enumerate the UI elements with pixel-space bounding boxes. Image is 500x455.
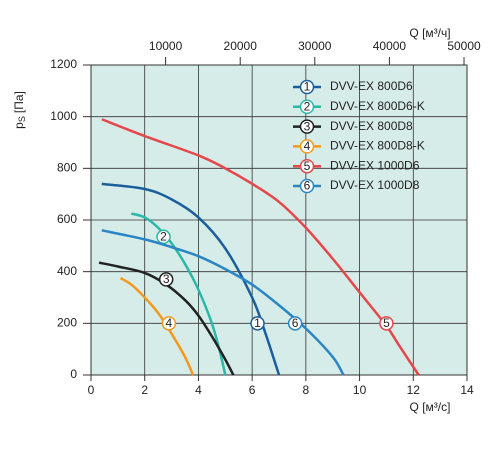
- y-axis-label: pS [Па]: [12, 91, 27, 129]
- x2-tick-label: 40000: [373, 39, 407, 53]
- x2-tick-label: 10000: [149, 39, 183, 53]
- curve-badge: [158, 272, 174, 287]
- x2-tick-label: 50000: [447, 39, 481, 53]
- line-series: [101, 182, 281, 376]
- y-tick-label: 1200: [50, 57, 77, 71]
- x-tick-label: 0: [88, 383, 95, 397]
- x-tick-label: 2: [141, 383, 148, 397]
- legend-label: DVV-EX 800D6: [330, 79, 413, 93]
- curve-badge-label: 3: [163, 272, 170, 286]
- curve-badge: [299, 79, 315, 95]
- curve-badge: [379, 316, 394, 331]
- curve-badge: [299, 139, 315, 154]
- curve-badge: [161, 316, 177, 331]
- line-series: [119, 277, 195, 376]
- legend-label: DVV-EX 1000D8: [330, 178, 420, 192]
- curve-badge-label: 4: [166, 316, 173, 330]
- y-tick-label: 0: [70, 367, 77, 381]
- legend-label: DVV-EX 1000D6: [330, 158, 420, 172]
- curve-badge-label: 5: [383, 316, 390, 330]
- curve-badge-label: 4: [304, 139, 311, 153]
- curve-badge-label: 2: [304, 99, 311, 113]
- curve-badge-label: 3: [304, 119, 311, 133]
- x-tick-label: 10: [353, 383, 367, 397]
- x-tick-label: 8: [303, 383, 310, 397]
- x2-tick-label: 20000: [224, 39, 258, 53]
- curve-badge: [299, 99, 315, 115]
- curve-badge: [299, 178, 315, 194]
- y-label-unit: [Па]: [12, 91, 26, 113]
- y-tick-label: 800: [57, 161, 77, 175]
- x2-axis-label: Q [м³/ч]: [409, 26, 450, 40]
- y-tick-label: 200: [57, 316, 77, 330]
- x-axis-label: Q [м³/с]: [410, 400, 451, 414]
- plot-layer: [90, 64, 468, 376]
- y-label-symbol: p: [12, 122, 26, 129]
- y-tick-label: 400: [57, 264, 77, 278]
- curve-badge: [287, 316, 303, 331]
- curve-badge-label: 1: [254, 316, 261, 330]
- legend-label: DVV-EX 800D8-K: [330, 139, 425, 153]
- legend-label: DVV-EX 800D8: [330, 119, 413, 133]
- y-tick-label: 1000: [50, 109, 77, 123]
- x-tick-label: 12: [407, 383, 421, 397]
- curve-badge: [250, 316, 265, 331]
- curve-badge-label: 2: [160, 229, 167, 243]
- x2-tick-label: 30000: [298, 39, 332, 53]
- y-label-subscript: S: [17, 116, 27, 122]
- curve-badge: [299, 158, 315, 174]
- legend-label: DVV-EX 800D6-K: [330, 99, 425, 113]
- curve-badge: [299, 119, 315, 134]
- line-series: [101, 229, 345, 376]
- curve-badge-label: 5: [304, 159, 311, 173]
- curve-badge-label: 1: [304, 80, 311, 94]
- curve-badge-label: 6: [304, 179, 311, 193]
- curve-badge-label: 6: [292, 316, 299, 330]
- x-tick-label: 4: [195, 383, 202, 397]
- x-tick-label: 14: [460, 383, 474, 397]
- x-tick-label: 6: [249, 383, 256, 397]
- line-series: [98, 261, 235, 376]
- y-tick-label: 600: [57, 212, 77, 226]
